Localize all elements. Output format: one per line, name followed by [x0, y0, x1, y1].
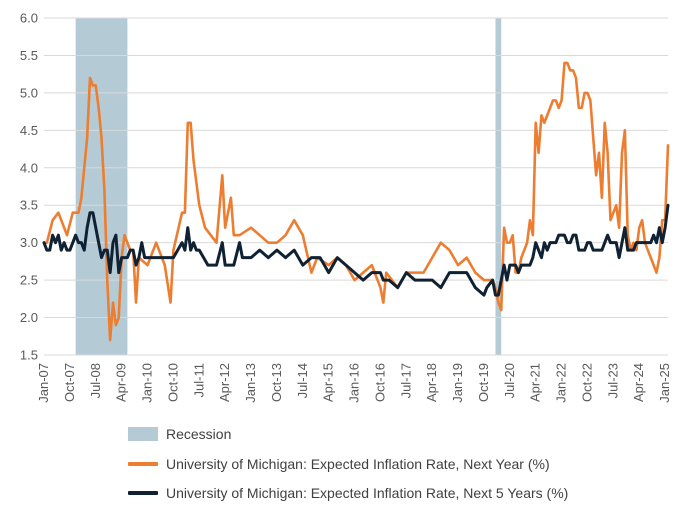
legend-series-next-5-years: University of Michigan: Expected Inflati…: [128, 485, 568, 501]
x-tick-label: Jan-16: [347, 363, 362, 403]
legend-next-year-label: University of Michigan: Expected Inflati…: [166, 456, 550, 472]
x-tick-label: Oct-22: [579, 363, 594, 402]
recession-swatch: [128, 427, 158, 441]
x-tick-label: Jan-07: [36, 363, 51, 403]
series-line-next-year: [42, 61, 670, 342]
x-tick-label: Jul-20: [502, 363, 517, 398]
x-tick-label: Jul-11: [191, 363, 206, 397]
legend-series-next-year: University of Michigan: Expected Inflati…: [128, 456, 550, 472]
x-tick-label: Jul-23: [605, 363, 620, 398]
y-tick-label: 1.5: [20, 348, 38, 363]
x-tick-label: Oct-19: [476, 363, 491, 402]
next-year-swatch: [128, 462, 158, 466]
x-axis-ticks: Jan-07 Oct-07 Jul-08 Apr-09 Jan-10 Oct-10 Jul-…: [36, 363, 672, 403]
x-tick-label: Oct-13: [269, 363, 284, 402]
legend-recession-label: Recession: [166, 426, 232, 442]
y-tick-label: 2.5: [20, 273, 38, 288]
y-tick-label: 4.5: [20, 123, 38, 138]
series-line-next-5-years: [42, 203, 670, 297]
x-tick-label: Oct-16: [372, 363, 387, 402]
legend-next-5-years-label: University of Michigan: Expected Inflati…: [166, 485, 569, 501]
series-lines: [42, 61, 670, 342]
y-tick-label: 2.0: [20, 310, 38, 325]
y-tick-label: 5.0: [20, 85, 38, 100]
x-tick-label: Jan-13: [243, 363, 258, 403]
x-tick-label: Apr-18: [424, 363, 439, 402]
x-tick-label: Jul-17: [398, 363, 413, 398]
x-tick-label: Jul-14: [295, 363, 310, 398]
gridlines: [44, 17, 668, 356]
x-tick-label: Apr-12: [217, 363, 232, 402]
x-tick-label: Oct-07: [62, 363, 77, 402]
x-tick-label: Jan-25: [657, 363, 672, 403]
x-tick-label: Apr-09: [114, 363, 129, 402]
x-tick-label: Jan-19: [450, 363, 465, 403]
y-tick-label: 5.5: [20, 48, 38, 63]
x-tick-label: Jan-10: [140, 363, 155, 403]
x-tick-label: Oct-10: [165, 363, 180, 402]
y-tick-label: 3.0: [20, 235, 38, 250]
chart-area: 1.5 2.0 2.5 3.0 3.5 4.0 4.5 5.0 5.5 6.0 Jan-07 Oct…: [20, 11, 672, 403]
x-tick-label: Jul-08: [88, 363, 103, 398]
y-axis-ticks: 1.5 2.0 2.5 3.0 3.5 4.0 4.5 5.0 5.5 6.0: [20, 11, 38, 363]
y-tick-label: 6.0: [20, 11, 38, 26]
x-tick-label: Jan-22: [554, 363, 569, 403]
x-tick-label: Apr-21: [528, 363, 543, 402]
legend-recession: Recession: [128, 426, 231, 442]
next-5-years-swatch: [128, 491, 158, 495]
x-tick-label: Apr-15: [321, 363, 336, 402]
y-tick-label: 3.5: [20, 198, 38, 213]
y-tick-label: 4.0: [20, 160, 38, 175]
x-tick-label: Apr-24: [631, 363, 646, 402]
recession-bands: [75, 18, 502, 355]
recession-band-1: [495, 18, 502, 355]
